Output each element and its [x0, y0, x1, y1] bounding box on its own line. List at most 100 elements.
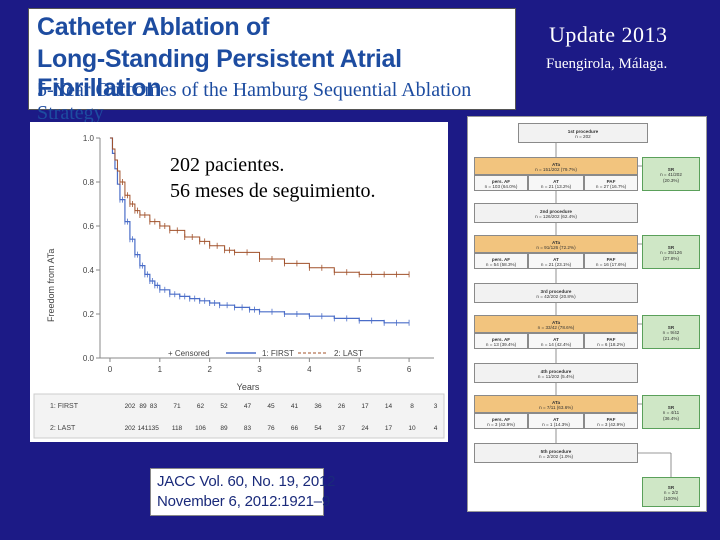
flow-box-text: AT — [553, 336, 559, 342]
risk-row-last-label: 2: LAST — [50, 425, 76, 432]
flow-box-text: n = 103 (64.0%) — [484, 184, 518, 189]
risk-table-cell: 135 — [148, 425, 159, 432]
flow-box-text: PAF — [606, 336, 616, 342]
flow-box-text: n = 41/202 — [660, 172, 682, 178]
flow-box-a4b: AT n = 1 (14.3%) — [528, 413, 584, 429]
flow-box-text: (36.4%) — [662, 415, 680, 421]
kaplan-meier-panel: Freedom from ATa Years 0.0 0.2 0.4 0.6 0.8 1.… — [30, 122, 448, 442]
flow-box-sr4: SR n = 4/11 (36.4%) — [642, 395, 700, 429]
flow-box-text: (100%) — [663, 495, 679, 501]
flow-box-text: n = 16 (17.6%) — [595, 262, 627, 267]
flowchart-panel: 1st procedure n = 202 ATa n = 151/202 (79.7… — [467, 116, 707, 512]
flow-box-text: n = 2/202 (1.0%) — [538, 454, 574, 459]
risk-table-cell: 17 — [361, 403, 369, 410]
risk-table-cell: 36 — [314, 403, 322, 410]
risk-table-cell: 83 — [244, 425, 252, 432]
flow-box-text: n = 33/42 (78.6%) — [537, 325, 575, 330]
flow-box-a3c: PAF n = 6 (18.2%) — [584, 333, 638, 349]
risk-table-cell: 4 — [434, 425, 438, 432]
flow-box-text: n = 1 (14.3%) — [542, 422, 570, 427]
risk-table-cell: 47 — [244, 403, 252, 410]
flow-box-text: pers. AF — [491, 336, 511, 342]
flow-box-text: 5th procedure — [540, 448, 572, 454]
flow-box-text: n = 9/42 — [662, 330, 680, 336]
flow-box-text: PAF — [606, 178, 616, 184]
flow-box-text: n = 14 (42.4%) — [540, 342, 572, 347]
flow-box-text: SR — [667, 244, 675, 250]
overlay-annotation: 202 pacientes. 56 meses de seguimiento. — [170, 152, 376, 204]
flow-box-text: 2nd procedure — [540, 208, 572, 214]
flow-box-a4a: pers. AF n = 3 (42.9%) — [474, 413, 528, 429]
y-tick-label: 0.4 — [83, 266, 95, 275]
risk-table-cell: 10 — [408, 425, 416, 432]
risk-table-cell: 141 — [138, 425, 149, 432]
x-tick-label: 1 — [158, 365, 163, 374]
title-line-2: Long-Standing Persistent Atrial Fibrilla… — [37, 45, 402, 102]
flow-box-a1b: AT n = 21 (13.2%) — [528, 175, 584, 191]
flow-box-a3a: pers. AF n = 13 (39.4%) — [474, 333, 528, 349]
x-tick-label: 5 — [357, 365, 362, 374]
flow-box-text: 3rd procedure — [540, 288, 572, 294]
risk-table-cell: 76 — [267, 425, 275, 432]
y-tick-label: 0.8 — [83, 178, 95, 187]
flow-box-text: PAF — [606, 416, 616, 422]
flow-box-a2a: pers. AF n = 54 (58.3%) — [474, 253, 528, 269]
flow-box-text: AT — [553, 256, 559, 262]
flow-box-sr1: SR n = 41/202 (20.3%) — [642, 157, 700, 191]
legend-last: 2: LAST — [334, 349, 363, 358]
x-tick-label: 2 — [207, 365, 212, 374]
flow-box-text: n = 21 (23.1%) — [540, 262, 572, 267]
flow-box-ata1: ATa n = 151/202 (79.7%) — [474, 157, 638, 175]
flow-box-text: n = 42/202 (20.8%) — [536, 294, 576, 299]
y-tick-label: 0.2 — [83, 310, 95, 319]
flow-box-text: ATa — [552, 319, 560, 325]
flow-box-p2: 2nd procedure n = 126/202 (62.4%) — [474, 203, 638, 223]
flow-box-text: n = 3 (42.9%) — [487, 422, 515, 427]
risk-table-cell: 24 — [361, 425, 369, 432]
journal-citation: JACC Vol. 60, No. 19, 2012 November 6, 2… — [150, 468, 335, 516]
flow-box-text: n = 27 (16.7%) — [595, 184, 627, 189]
risk-table-cell: 8 — [410, 403, 414, 410]
title-line-1: Catheter Ablation of — [37, 13, 269, 41]
flow-box-text: n = 91/126 (72.2%) — [536, 245, 576, 250]
x-tick-label: 6 — [407, 365, 412, 374]
risk-table-cell: 45 — [267, 403, 275, 410]
update-location: Fuengirola, Málaga. — [546, 56, 668, 72]
risk-table-cell: 66 — [291, 425, 299, 432]
risk-table-cell: 83 — [150, 403, 158, 410]
flow-box-a2c: PAF n = 16 (17.6%) — [584, 253, 638, 269]
flow-box-text: n = 21 (13.2%) — [540, 184, 572, 189]
flow-box-text: (20.3%) — [662, 177, 680, 183]
y-axis-label: Freedom from ATa — [46, 249, 56, 322]
flow-box-ata2: ATa n = 91/126 (72.2%) — [474, 235, 638, 253]
flow-box-sr3: SR n = 9/42 (21.4%) — [642, 315, 700, 349]
y-tick-label: 0.0 — [83, 354, 95, 363]
flow-box-text: n = 7/11 (63.6%) — [539, 405, 573, 410]
risk-table-cell: 3 — [434, 403, 438, 410]
flow-box-text: pers. AF — [491, 256, 511, 262]
flow-box-sr5: SR n = 2/2 (100%) — [642, 477, 700, 507]
x-tick-label: 0 — [108, 365, 113, 374]
risk-table-cell: 62 — [197, 403, 205, 410]
risk-table-cell: 54 — [314, 425, 322, 432]
risk-table-cell: 37 — [338, 425, 346, 432]
flow-box-text: pers. AF — [491, 416, 511, 422]
flow-box-text: n = 6 (18.2%) — [597, 342, 625, 347]
flow-box-text: AT — [553, 178, 559, 184]
flow-box-text: ATa — [552, 239, 560, 245]
risk-table-cell: 26 — [338, 403, 346, 410]
risk-row-first-label: 1: FIRST — [50, 403, 79, 410]
flow-box-text: pers. AF — [491, 178, 511, 184]
flow-box-text: SR — [667, 324, 675, 330]
flow-box-text: 4th procedure — [540, 368, 572, 374]
flow-box-text: 1st procedure — [567, 128, 599, 134]
risk-table-box — [33, 393, 445, 439]
title-box: Catheter Ablation of Long-Standing Persi… — [28, 8, 516, 124]
flow-box-a4c: PAF n = 3 (42.9%) — [584, 413, 638, 429]
flow-box-text: SR — [667, 484, 675, 490]
flow-box-a3b: AT n = 14 (42.4%) — [528, 333, 584, 349]
flow-box-text: n = 54 (58.3%) — [485, 262, 517, 267]
risk-table-cell: 202 — [125, 425, 136, 432]
flow-box-text: n = 202 — [575, 134, 591, 139]
flow-box-text: PAF — [606, 256, 616, 262]
